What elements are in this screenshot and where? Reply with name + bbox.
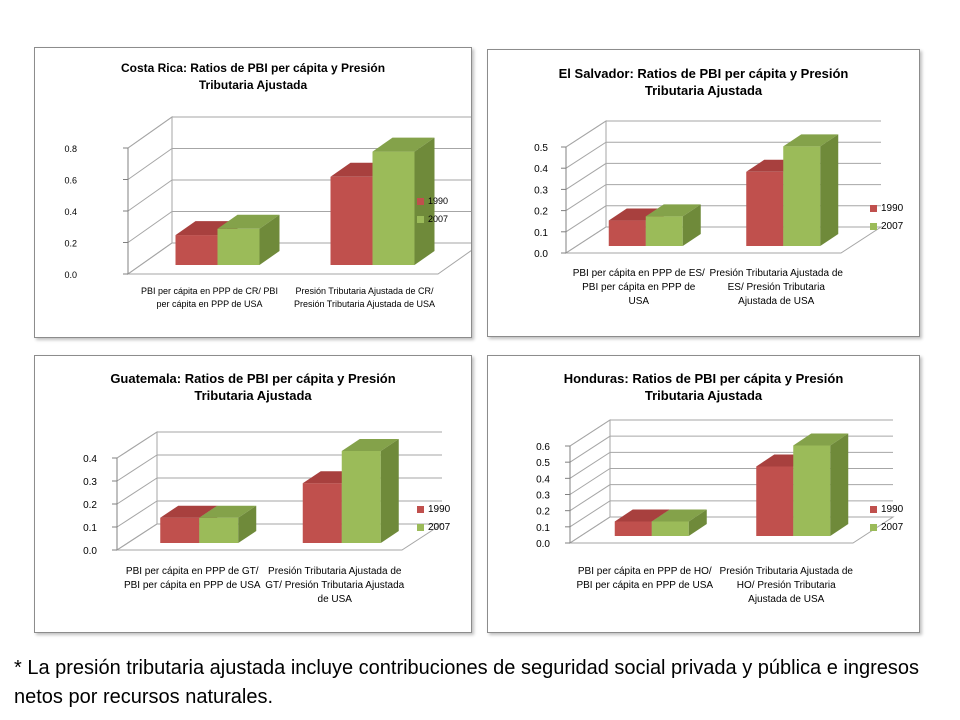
y-tick-label: 0.4 [64,207,77,217]
legend-swatch [870,204,877,212]
y-tick-label: 0.1 [83,523,97,534]
legend-swatch [417,215,424,223]
chart-title: Honduras: Ratios de PBI per cápita y Pre… [563,371,844,403]
legend-item-2007: 2007 [417,210,448,228]
bar-2007-presion [372,137,435,265]
legend-item-1990: 1990 [417,500,450,518]
y-tick-label: 0.0 [536,539,550,550]
gridline [569,419,893,447]
chart-panel-costa-rica: Costa Rica: Ratios de PBI per cápita y P… [34,47,472,338]
bar-2007-presion [783,134,839,246]
category-label: PBI per cápita en PPP de CR/ PBI per cáp… [141,286,278,309]
legend: 1990 2007 [417,500,450,536]
legend: 1990 2007 [870,500,903,536]
y-tick-label: 0.4 [536,474,550,485]
legend-label: 1990 [881,202,904,214]
y-tick-label: 0.2 [83,500,97,511]
y-tick-label: 0.6 [536,442,550,453]
chart-plot-costa-rica: 0.0 0.2 0.4 0.6 0.8 [64,116,471,280]
legend-label: 2007 [428,521,451,533]
y-tick-label: 0.6 [64,176,77,186]
chart-plot-honduras: 0.0 0.1 0.2 0.3 0.4 0.5 0.6 [536,419,895,550]
y-tick-label: 0.0 [534,249,548,260]
y-tick-label: 0.3 [536,491,550,502]
y-tick-label: 0.5 [536,458,550,469]
legend-label: 2007 [428,214,449,224]
legend-item-2007: 2007 [870,518,903,536]
gridline [565,120,881,148]
y-tick-label: 0.5 [534,143,548,154]
chart-plot-el-salvador: 0.0 0.1 0.2 0.3 0.4 0.5 [534,120,883,260]
gridline [569,435,893,463]
category-label: PBI per cápita en PPP de GT/ PBI per cáp… [123,566,261,591]
legend-swatch [870,505,877,513]
y-tick-label: 0.0 [83,546,97,557]
legend-swatch [417,197,424,205]
category-label: Presión Tributaria Ajustada de GT/ Presi… [265,566,405,605]
legend-label: 1990 [881,503,904,515]
legend-label: 1990 [428,503,451,515]
chart-panel-honduras: Honduras: Ratios de PBI per cápita y Pre… [487,355,920,633]
y-tick-label: 0.2 [536,507,550,518]
legend-item-2007: 2007 [870,217,903,235]
legend-swatch [417,505,424,513]
y-tick-label: 0.2 [64,239,77,249]
legend-label: 1990 [428,196,449,206]
legend: 1990 2007 [870,199,903,235]
category-label: Presión Tributaria Ajustada de ES/ Presi… [709,268,843,307]
legend-item-1990: 1990 [417,192,448,210]
legend: 1990 2007 [417,192,448,228]
chart-panel-el-salvador: El Salvador: Ratios de PBI per cápita y … [487,49,920,337]
chart-title: Costa Rica: Ratios de PBI per cápita y P… [120,61,386,92]
y-tick-label: 0.3 [534,185,548,196]
bar-2007-presion [341,439,399,543]
bar-1990-pbi [614,509,670,536]
y-tick-label: 0.0 [64,270,77,280]
legend-swatch [417,523,424,531]
y-tick-label: 0.2 [534,207,548,218]
bar-2007-pbi [199,505,257,543]
category-label: PBI per cápita en PPP de ES/ PBI per cáp… [572,268,705,307]
gridline [116,431,442,459]
footnote: * La presión tributaria ajustada incluye… [14,657,919,708]
bar-2007-pbi [651,509,707,536]
y-tick-label: 0.4 [83,454,97,465]
category-label: PBI per cápita en PPP de HO/ PBI per cáp… [576,566,714,591]
y-tick-label: 0.1 [536,523,550,534]
bar-2007-presion [793,433,849,536]
gridline [127,116,471,149]
chart-plot-guatemala: 0.0 0.1 0.2 0.3 0.4 [83,431,444,557]
gridline [565,141,881,169]
legend-label: 2007 [881,521,904,533]
y-tick-label: 0.1 [534,228,548,239]
y-tick-label: 0.3 [83,477,97,488]
category-label: Presión Tributaria Ajustada de HO/ Presi… [719,566,853,605]
y-tick-label: 0.8 [64,144,77,154]
legend-label: 2007 [881,220,904,232]
y-tick-label: 0.4 [534,164,548,175]
chart-title: El Salvador: Ratios de PBI per cápita y … [558,66,849,98]
bar-2007-pbi [645,204,701,246]
chart-panel-guatemala: Guatemala: Ratios de PBI per cápita y Pr… [34,355,472,633]
legend-swatch [870,523,877,531]
legend-item-1990: 1990 [870,500,903,518]
bar-2007-pbi [217,214,280,265]
legend-item-1990: 1990 [870,199,903,217]
legend-swatch [870,222,877,230]
category-label: Presión Tributaria Ajustada de CR/ Presi… [293,286,436,309]
legend-item-2007: 2007 [417,518,450,536]
chart-title: Guatemala: Ratios de PBI per cápita y Pr… [110,371,396,403]
